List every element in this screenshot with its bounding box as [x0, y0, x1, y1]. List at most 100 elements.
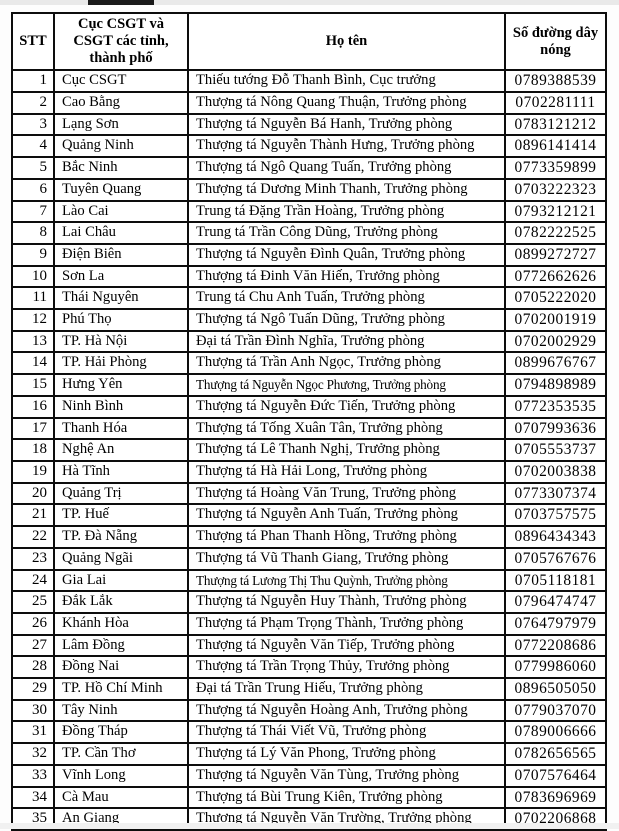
cell-name: Trung tá Trần Công Dũng, Trưởng phòng — [187, 221, 506, 245]
table-row: 25 Đắk Lắk Thượng tá Nguyễn Huy Thành, T… — [11, 590, 607, 614]
cell-name: Thượng tá Phan Thanh Hồng, Trưởng phòng — [187, 525, 506, 549]
cell-hotline: 0702001919 — [504, 308, 607, 332]
cell-unit: Thanh Hóa — [53, 416, 189, 441]
cell-stt: 14 — [11, 351, 55, 376]
cell-stt: 24 — [11, 568, 55, 593]
cell-unit: Quảng Ninh — [53, 134, 189, 159]
cell-hotline: 0705767676 — [504, 546, 607, 571]
cell-name: Thượng tá Trần Trọng Thủy, Trưởng phòng — [187, 655, 506, 680]
cell-stt: 33 — [11, 763, 55, 788]
cell-name: Thượng tá Tống Xuân Tân, Trưởng phòng — [187, 416, 506, 441]
cell-stt: 17 — [11, 416, 55, 441]
table-row: 34 Cà Mau Thượng tá Bùi Trung Kiên, Trưở… — [11, 785, 607, 810]
cell-unit: Cao Bằng — [53, 91, 189, 115]
cell-unit: TP. Đà Nẵng — [53, 525, 189, 549]
cell-hotline: 0782656565 — [504, 742, 607, 766]
header-hotline: Số đường dây nóng — [504, 11, 607, 72]
table-row: 26 Khánh Hòa Thượng tá Phạm Trọng Thành,… — [11, 611, 607, 636]
cell-hotline: 0772208686 — [504, 633, 607, 658]
cell-name: Thượng tá Hà Hải Long, Trưởng phòng — [187, 459, 506, 484]
cell-name: Thượng tá Dương Minh Thanh, Trưởng phòng — [187, 177, 506, 202]
cell-name: Thượng tá Nguyễn Đức Tiến, Trưởng phòng — [187, 394, 506, 419]
cell-unit: Lạng Sơn — [53, 112, 189, 137]
cell-unit: TP. Hồ Chí Minh — [53, 677, 189, 701]
cell-hotline: 0702281111 — [504, 91, 607, 115]
cell-hotline: 0783696969 — [504, 785, 607, 810]
cell-hotline: 0705553737 — [504, 438, 607, 462]
table-row: 4 Quảng Ninh Thượng tá Nguyễn Thành Hưng… — [11, 134, 607, 159]
cell-stt: 20 — [11, 481, 55, 506]
cell-hotline: 0764797979 — [504, 611, 607, 636]
cell-hotline: 0707993636 — [504, 416, 607, 441]
cell-hotline: 0794898989 — [504, 373, 607, 397]
cell-unit: Khánh Hòa — [53, 611, 189, 636]
cell-name: Trung tá Đặng Trần Hoàng, Trưởng phòng — [187, 199, 506, 224]
cell-stt: 21 — [11, 503, 55, 528]
table-row: 16 Ninh Bình Thượng tá Nguyễn Đức Tiến, … — [11, 394, 607, 419]
cell-unit: Đắk Lắk — [53, 590, 189, 614]
cell-name: Thượng tá Thái Viết Vũ, Trưởng phòng — [187, 720, 506, 745]
cell-name: Thượng tá Nguyễn Văn Tiếp, Trưởng phòng — [187, 633, 506, 658]
cell-hotline: 0896141414 — [504, 134, 607, 159]
cell-stt: 13 — [11, 329, 55, 354]
table-row: 7 Lào Cai Trung tá Đặng Trần Hoàng, Trưở… — [11, 199, 607, 224]
cell-unit: Thái Nguyên — [53, 286, 189, 311]
cell-stt: 5 — [11, 156, 55, 180]
cell-name: Thượng tá Nguyễn Bá Hanh, Trưởng phòng — [187, 112, 506, 137]
table-row: 2 Cao Bằng Thượng tá Nông Quang Thuận, T… — [11, 91, 607, 115]
scan-artifact-mark — [88, 0, 154, 5]
cell-unit: Đồng Tháp — [53, 720, 189, 745]
cell-stt: 25 — [11, 590, 55, 614]
table-row: 5 Bắc Ninh Thượng tá Ngô Quang Tuấn, Trư… — [11, 156, 607, 180]
cell-unit: Gia Lai — [53, 568, 189, 593]
cell-hotline: 0772662626 — [504, 264, 607, 289]
table-row: 1 Cục CSGT Thiếu tướng Đỗ Thanh Bình, Cụ… — [11, 69, 607, 94]
cell-unit: Tuyên Quang — [53, 177, 189, 202]
cell-stt: 19 — [11, 459, 55, 484]
table-row: 19 Hà Tĩnh Thượng tá Hà Hải Long, Trưởng… — [11, 459, 607, 484]
cell-unit: Lào Cai — [53, 199, 189, 224]
cell-hotline: 0702003838 — [504, 459, 607, 484]
cell-unit: TP. Hải Phòng — [53, 351, 189, 376]
cell-hotline: 0703222323 — [504, 177, 607, 202]
cell-name: Thượng tá Lương Thị Thu Quỳnh, Trưởng ph… — [187, 568, 506, 593]
cell-unit: TP. Huế — [53, 503, 189, 528]
cell-hotline: 0789388539 — [504, 69, 607, 94]
cell-stt: 7 — [11, 199, 55, 224]
cell-stt: 10 — [11, 264, 55, 289]
cell-unit: Cục CSGT — [53, 69, 189, 94]
table-row: 12 Phú Thọ Thượng tá Ngô Tuấn Dũng, Trưở… — [11, 308, 607, 332]
table-row: 18 Nghệ An Thượng tá Lê Thanh Nghị, Trưở… — [11, 438, 607, 462]
cell-unit: Ninh Bình — [53, 394, 189, 419]
cell-name: Thượng tá Hoàng Văn Trung, Trưởng phòng — [187, 481, 506, 506]
table-row: 17 Thanh Hóa Thượng tá Tống Xuân Tân, Tr… — [11, 416, 607, 441]
cell-unit: Bắc Ninh — [53, 156, 189, 180]
cell-hotline: 0782222525 — [504, 221, 607, 245]
cell-name: Thượng tá Nguyễn Thành Hưng, Trưởng phòn… — [187, 134, 506, 159]
cell-unit: Hà Tĩnh — [53, 459, 189, 484]
cell-hotline: 0783121212 — [504, 112, 607, 137]
cell-name: Thượng tá Nguyễn Hoàng Anh, Trưởng phòng — [187, 698, 506, 723]
cell-name: Thượng tá Nguyễn Ngọc Phương, Trưởng phò… — [187, 373, 506, 397]
cell-unit: TP. Cần Thơ — [53, 742, 189, 766]
cell-name: Trung tá Chu Anh Tuấn, Trưởng phòng — [187, 286, 506, 311]
cell-hotline: 0789006666 — [504, 720, 607, 745]
cell-hotline: 0779037070 — [504, 698, 607, 723]
table-row: 29 TP. Hồ Chí Minh Đại tá Trần Trung Hiế… — [11, 677, 607, 701]
cell-hotline: 0705118181 — [504, 568, 607, 593]
cell-stt: 18 — [11, 438, 55, 462]
table-body: 1 Cục CSGT Thiếu tướng Đỗ Thanh Bình, Cụ… — [11, 69, 607, 831]
cell-stt: 6 — [11, 177, 55, 202]
cell-stt: 23 — [11, 546, 55, 571]
cell-unit: Quảng Trị — [53, 481, 189, 506]
table-row: 33 Vĩnh Long Thượng tá Nguyễn Văn Tùng, … — [11, 763, 607, 788]
cell-unit: Tây Ninh — [53, 698, 189, 723]
cell-unit: Lai Châu — [53, 221, 189, 245]
cell-hotline: 0899676767 — [504, 351, 607, 376]
cell-unit: Hưng Yên — [53, 373, 189, 397]
table-row: 24 Gia Lai Thượng tá Lương Thị Thu Quỳnh… — [11, 568, 607, 593]
table-row: 6 Tuyên Quang Thượng tá Dương Minh Thanh… — [11, 177, 607, 202]
cell-hotline: 0796474747 — [504, 590, 607, 614]
table-row: 22 TP. Đà Nẵng Thượng tá Phan Thanh Hồng… — [11, 525, 607, 549]
cell-unit: Lâm Đồng — [53, 633, 189, 658]
